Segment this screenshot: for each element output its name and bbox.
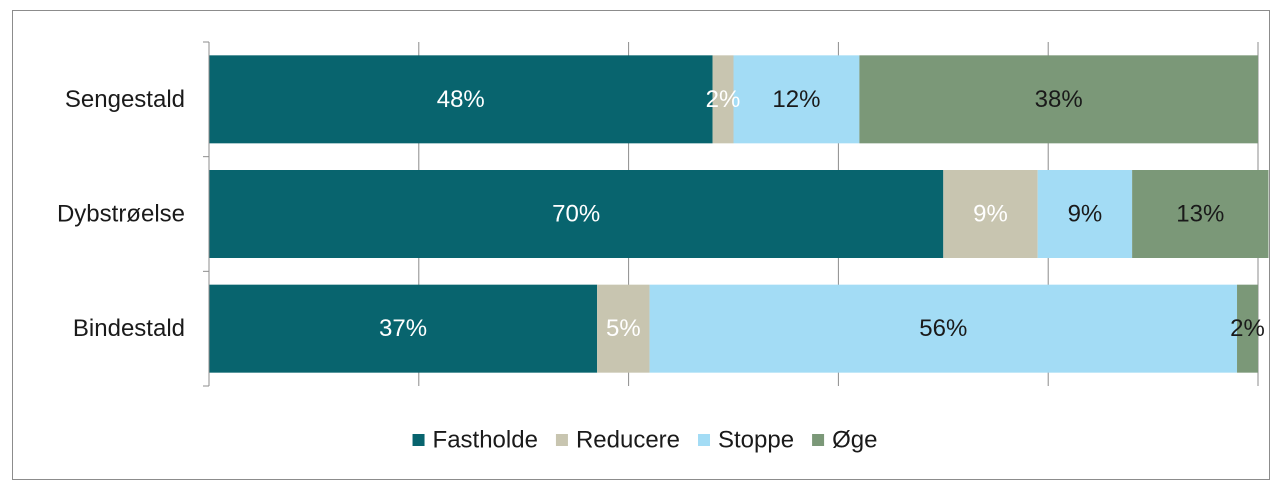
bar-reducere-bindestald	[597, 284, 650, 373]
legend-swatch-reducere	[555, 434, 568, 446]
bar-ge-sengestald	[859, 55, 1258, 144]
data-label-reducere-dybstr-else: 9%	[973, 201, 1008, 228]
legend-item-stoppe: Stoppe	[698, 427, 794, 454]
legend-label-ge: Øge	[832, 427, 877, 454]
category-label-sengestald: Sengestald	[65, 86, 185, 113]
data-label-fastholde-sengestald: 48%	[437, 86, 485, 113]
category-label-dybstr-else: Dybstrøelse	[57, 201, 185, 228]
bar-stoppe-bindestald	[649, 284, 1238, 373]
data-label-reducere-bindestald: 5%	[606, 315, 641, 342]
bar-fastholde-dybstr-else	[209, 170, 944, 258]
data-label-stoppe-bindestald: 56%	[919, 315, 967, 342]
data-label-stoppe-dybstr-else: 9%	[1068, 201, 1103, 228]
legend-swatch-stoppe	[698, 434, 711, 446]
legend-label-stoppe: Stoppe	[718, 427, 794, 454]
bars	[209, 55, 1269, 373]
legend-item-ge: Øge	[812, 427, 877, 454]
bar-reducere-sengestald	[712, 55, 734, 144]
data-label-ge-sengestald: 38%	[1035, 86, 1083, 113]
bar-reducere-dybstr-else	[943, 170, 1038, 258]
data-label-stoppe-sengestald: 12%	[772, 86, 820, 113]
legend-label-reducere: Reducere	[576, 427, 680, 454]
data-labels: 48% 2% 12% 38% 70% 9% 9% 13% 37% 5% 56% 2%	[379, 86, 1265, 342]
legend-swatch-ge	[812, 434, 825, 446]
legend: Fastholde Reducere Stoppe Øge	[412, 427, 877, 454]
legend-item-fastholde: Fastholde	[412, 427, 538, 454]
category-label-bindestald: Bindestald	[73, 315, 185, 342]
legend-item-reducere: Reducere	[555, 427, 680, 454]
bar-ge-bindestald	[1237, 284, 1258, 373]
data-label-reducere-sengestald: 2%	[706, 86, 741, 113]
data-label-ge-dybstr-else: 13%	[1176, 201, 1224, 228]
data-label-fastholde-dybstr-else: 70%	[552, 201, 600, 228]
bar-stoppe-dybstr-else	[1037, 170, 1133, 258]
bar-stoppe-sengestald	[733, 55, 860, 144]
legend-swatch-fastholde	[412, 434, 425, 446]
bar-fastholde-sengestald	[209, 55, 713, 144]
data-label-ge-bindestald: 2%	[1230, 315, 1265, 342]
bar-ge-dybstr-else	[1132, 170, 1269, 258]
data-label-fastholde-bindestald: 37%	[379, 315, 427, 342]
category-axis: Sengestald Dybstrøelse Bindestald	[57, 41, 210, 387]
bar-fastholde-bindestald	[209, 284, 598, 373]
legend-label-fastholde: Fastholde	[433, 427, 538, 454]
